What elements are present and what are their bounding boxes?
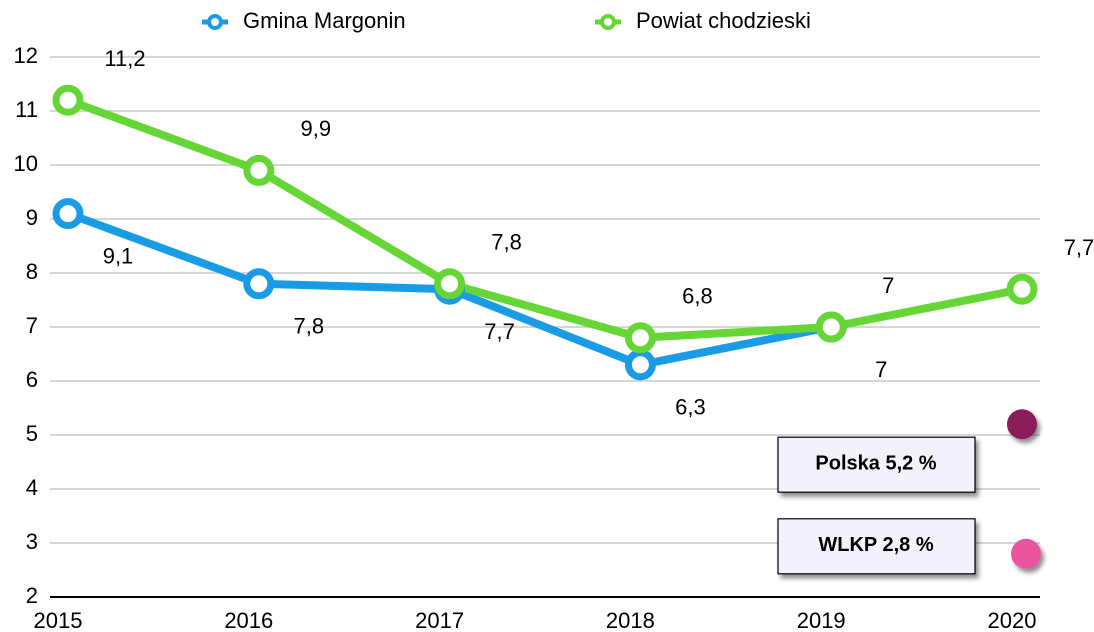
point-marker [52, 84, 84, 116]
y-tick-label: 6 [26, 367, 38, 392]
data-label: 7,8 [294, 314, 325, 339]
y-tick-label: 4 [26, 475, 38, 500]
y-tick-label: 2 [26, 583, 38, 608]
data-label: 7,7 [1064, 235, 1094, 260]
annotation-label: WLKP 2,8 % [818, 534, 933, 556]
data-label: 7 [875, 357, 887, 382]
point-marker [624, 349, 656, 381]
data-label: 11,2 [104, 46, 145, 71]
point-marker [624, 322, 656, 354]
y-tick-label: 9 [26, 205, 38, 230]
y-tick-label: 11 [15, 97, 38, 122]
data-label: 7 [882, 273, 894, 298]
y-tick-label: 10 [14, 151, 38, 176]
data-label: 9,9 [301, 116, 332, 141]
point-marker [52, 198, 84, 230]
x-tick-label: 2017 [415, 608, 464, 632]
annotation-box [777, 518, 976, 575]
annotation-marker [1007, 409, 1037, 440]
x-tick-label: 2020 [988, 608, 1037, 632]
y-tick-label: 5 [26, 421, 38, 446]
data-label: 7,8 [491, 230, 522, 255]
x-tick-label: 2019 [797, 608, 846, 632]
point-marker [243, 268, 275, 300]
data-label: 6,3 [675, 395, 706, 420]
legend-label: Gmina Margonin [243, 8, 406, 33]
point-marker [1006, 273, 1038, 305]
annotation-box [777, 436, 976, 493]
y-tick-label: 8 [26, 259, 38, 284]
annotation-label: Polska 5,2 % [815, 452, 936, 474]
x-tick-label: 2015 [34, 608, 83, 632]
annotation-marker [1011, 538, 1041, 569]
series-line [66, 96, 1023, 342]
y-tick-label: 12 [14, 43, 38, 68]
point-marker [434, 268, 466, 300]
data-label: 6,8 [682, 284, 713, 309]
legend-label: Powiat chodzieski [636, 8, 811, 33]
x-tick-label: 2018 [606, 608, 655, 632]
point-marker [815, 311, 847, 343]
x-tick-label: 2016 [224, 608, 273, 632]
legend-marker [207, 14, 223, 30]
legend-marker [600, 14, 616, 30]
data-label: 9,1 [103, 243, 134, 268]
y-tick-label: 7 [26, 313, 38, 338]
y-tick-label: 3 [26, 529, 38, 554]
point-marker [243, 154, 275, 186]
data-label: 7,7 [484, 319, 515, 344]
